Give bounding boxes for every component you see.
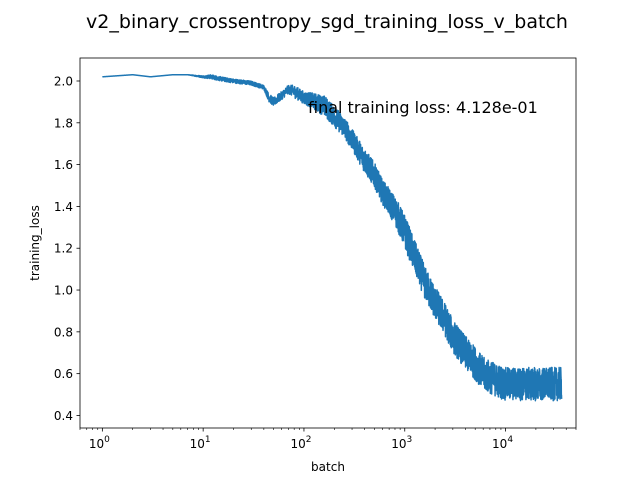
chart-title: v2_binary_crossentropy_sgd_training_loss… [86,11,568,33]
y-tick-label-5: 1.4 [54,200,73,214]
x-tick-label-4: 104 [492,435,513,451]
x-tick-label-0: 100 [89,435,110,451]
x-tick-label-2: 102 [290,435,311,451]
final-loss-annotation: final training loss: 4.128e-01 [308,98,538,117]
y-tick-label-2: 0.8 [54,325,73,339]
y-axis-title: training_loss [28,205,42,281]
loss-series-line-0 [101,73,563,402]
y-tick-label-3: 1.0 [54,284,73,298]
x-tick-label-1: 101 [190,435,211,451]
x-tick-label-3: 103 [391,435,412,451]
y-tick-label-1: 0.6 [54,367,73,381]
x-axis-title: batch [311,460,345,474]
y-tick-label-0: 0.4 [54,409,73,423]
y-tick-label-8: 2.0 [54,74,73,88]
y-tick-label-6: 1.6 [54,158,73,172]
y-tick-label-4: 1.2 [54,242,73,256]
axes-frame [79,57,577,429]
plot-area: 0.4 0.6 0.8 1.0 1.2 1.4 1.6 1.8 2.0 100 101 102 103 1… [54,73,577,451]
y-tick-label-7: 1.8 [54,116,73,130]
